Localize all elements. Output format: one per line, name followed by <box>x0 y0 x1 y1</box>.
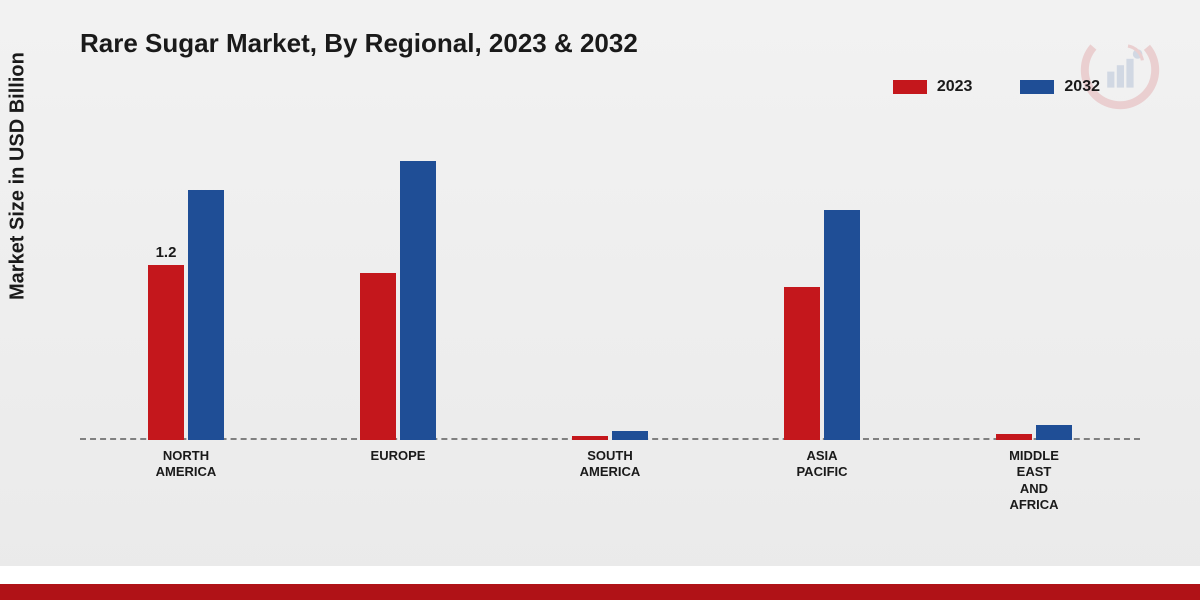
bar <box>996 434 1032 440</box>
legend-swatch-2032 <box>1020 80 1054 94</box>
bar <box>148 265 184 440</box>
bar-value-label: 1.2 <box>146 244 186 261</box>
bar <box>612 431 648 440</box>
x-tick-label: SOUTHAMERICA <box>550 448 670 481</box>
bar <box>824 210 860 440</box>
bar <box>1036 425 1072 440</box>
bar <box>360 273 396 440</box>
legend-item-2023: 2023 <box>893 78 973 96</box>
x-tick-label: ASIAPACIFIC <box>762 448 882 481</box>
bar-group <box>784 120 860 440</box>
legend: 2023 2032 <box>893 78 1100 96</box>
chart-title: Rare Sugar Market, By Regional, 2023 & 2… <box>80 28 638 59</box>
brand-watermark <box>1080 30 1160 110</box>
x-tick-label: NORTHAMERICA <box>126 448 246 481</box>
bar <box>572 436 608 440</box>
legend-label: 2023 <box>937 78 973 96</box>
legend-item-2032: 2032 <box>1020 78 1100 96</box>
plot-area: 1.2 <box>80 120 1140 440</box>
bar-group <box>996 120 1072 440</box>
legend-label: 2032 <box>1064 78 1100 96</box>
legend-swatch-2023 <box>893 80 927 94</box>
bar-group <box>572 120 648 440</box>
footer-red-bar <box>0 584 1200 600</box>
bar <box>188 190 224 440</box>
x-tick-label: MIDDLEEASTANDAFRICA <box>974 448 1094 513</box>
bar-group: 1.2 <box>148 120 224 440</box>
x-tick-label: EUROPE <box>338 448 458 464</box>
y-axis-label: Market Size in USD Billion <box>7 52 30 300</box>
footer-white-strip <box>0 566 1200 584</box>
bar <box>400 161 436 440</box>
bar-group <box>360 120 436 440</box>
bar <box>784 287 820 440</box>
